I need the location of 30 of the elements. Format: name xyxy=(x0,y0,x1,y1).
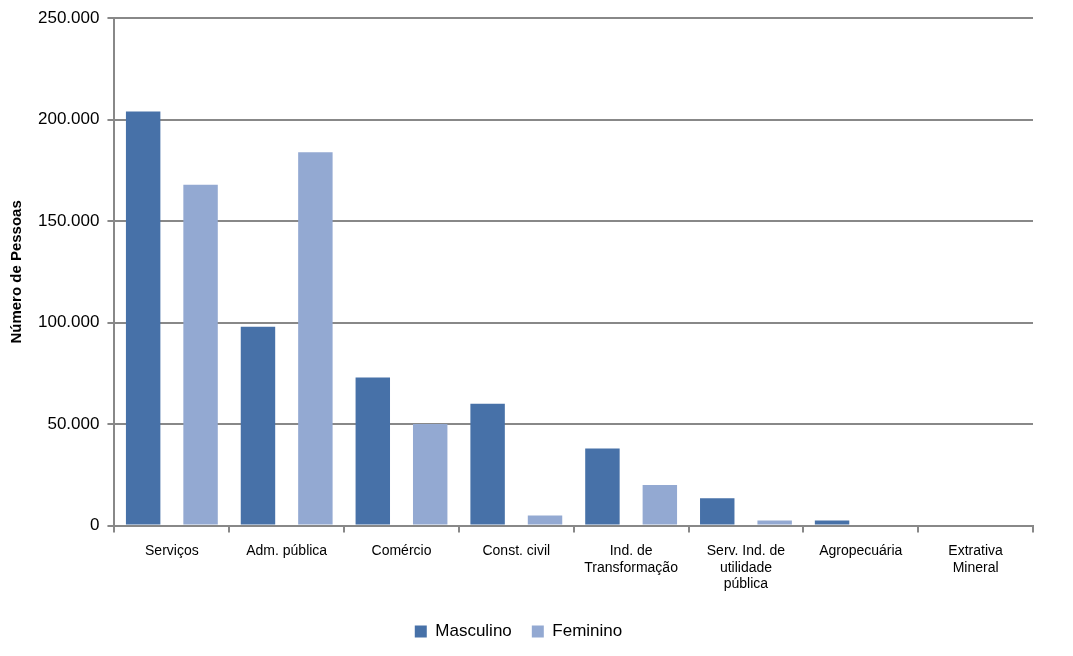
y-tick-label: 0 xyxy=(89,515,100,535)
bar xyxy=(125,111,161,525)
y-axis-title: Número de Pessoas xyxy=(7,200,25,344)
bar xyxy=(642,485,678,525)
bar xyxy=(183,184,218,525)
y-tick-label: 50.000 xyxy=(47,413,100,433)
x-tick-label: Agropecuária xyxy=(819,541,903,558)
bar xyxy=(527,515,563,525)
bar xyxy=(240,326,276,525)
x-tick-label: Adm. pública xyxy=(246,541,328,558)
x-tick-label: Comércio xyxy=(371,541,432,558)
y-tick-label: 250.000 xyxy=(38,7,100,27)
x-tick-label: Ind. de Transformação xyxy=(584,541,679,575)
bar xyxy=(814,520,850,525)
x-tick-label: Const. civil xyxy=(482,541,551,558)
y-tick-label: 100.000 xyxy=(38,312,100,332)
bar xyxy=(585,448,620,525)
legend-label: Masculino xyxy=(435,621,512,641)
bar xyxy=(412,424,448,525)
y-tick-label: 200.000 xyxy=(38,109,100,129)
y-tick-label: 150.000 xyxy=(38,210,100,230)
x-tick-label: Extrativa Mineral xyxy=(948,541,1004,575)
bar xyxy=(757,520,792,525)
bar xyxy=(298,152,333,525)
bar xyxy=(700,498,735,525)
bar xyxy=(470,403,505,525)
x-tick-label: Serv. Ind. de utilidade pública xyxy=(706,541,786,592)
x-tick-label: Serviços xyxy=(145,541,199,558)
legend-label: Feminino xyxy=(552,621,623,641)
bar xyxy=(355,377,391,525)
